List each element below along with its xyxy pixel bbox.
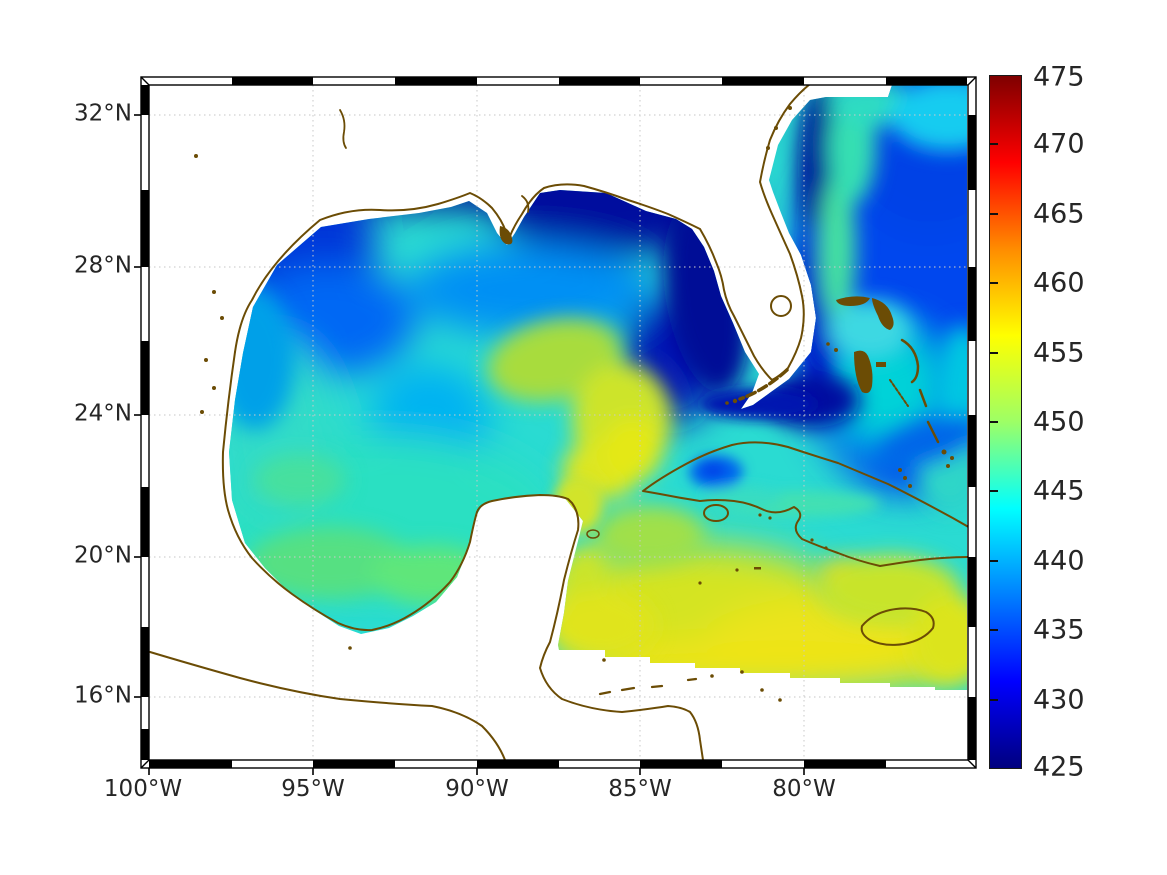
mississippi-delta bbox=[499, 226, 513, 245]
bahamas-long-island bbox=[926, 420, 940, 444]
bahamas-eleuthera bbox=[900, 338, 920, 384]
colorbar-label-435: 435 bbox=[1033, 614, 1085, 646]
coast-us bbox=[234, 85, 811, 381]
coast-florida-keys bbox=[738, 368, 789, 401]
colorbar-label-470: 470 bbox=[1033, 128, 1085, 160]
colorbar-tick bbox=[990, 629, 998, 631]
colorbar-label-440: 440 bbox=[1033, 545, 1085, 577]
graticule-gridlines bbox=[149, 85, 968, 760]
coastlines bbox=[149, 85, 968, 760]
colorbar-tick bbox=[990, 352, 998, 354]
bahamas-new-providence bbox=[876, 362, 886, 367]
y-tick-label-24n: 24°N bbox=[74, 400, 132, 427]
coast-jamaica bbox=[860, 607, 935, 646]
x-tick-label-85w: 85°W bbox=[608, 776, 672, 802]
colorbar-label-475: 475 bbox=[1033, 61, 1085, 93]
bahamas-exuma-chain bbox=[889, 379, 909, 407]
colorbar-label-465: 465 bbox=[1033, 198, 1085, 230]
colorbar-tick bbox=[990, 560, 998, 562]
colorbar-label-450: 450 bbox=[1033, 406, 1085, 438]
colorbar-tick bbox=[990, 143, 998, 145]
bahamas-abaco bbox=[872, 298, 894, 330]
bahamas-grand-bahama bbox=[836, 296, 870, 306]
toledo-bend-lake bbox=[339, 109, 347, 149]
chandeleur-islands bbox=[521, 195, 530, 213]
y-tick-label-32n: 32°N bbox=[74, 100, 132, 127]
honduras-islands bbox=[598, 677, 698, 696]
isla-juventud bbox=[703, 504, 729, 522]
colorbar-tick bbox=[990, 421, 998, 423]
colorbar-tick bbox=[990, 282, 998, 284]
y-tick-label-16n: 16°N bbox=[74, 682, 132, 709]
x-tick-label-90w: 90°W bbox=[445, 776, 509, 802]
x-tick-label-95w: 95°W bbox=[281, 776, 345, 802]
colorbar-label-430: 430 bbox=[1033, 684, 1085, 716]
y-tick-label-28n: 28°N bbox=[74, 252, 132, 279]
coast-mexico bbox=[221, 351, 704, 760]
x-tick-label-80w: 80°W bbox=[772, 776, 836, 802]
colorbar-label-455: 455 bbox=[1033, 337, 1085, 369]
colorbar-tick bbox=[990, 213, 998, 215]
coast-pacific-mexico bbox=[149, 651, 506, 760]
coast-cuba bbox=[642, 441, 968, 567]
x-tick-label-100w: 100°W bbox=[103, 776, 183, 802]
colorbar-tick bbox=[990, 490, 998, 492]
cayman-islands bbox=[754, 567, 761, 570]
y-tick-label-20n: 20°N bbox=[74, 542, 132, 569]
colorbar-label-425: 425 bbox=[1033, 751, 1085, 783]
colorbar-label-460: 460 bbox=[1033, 267, 1085, 299]
colorbar-tick bbox=[990, 699, 998, 701]
bahamas-andros bbox=[854, 350, 873, 394]
lake-okeechobee bbox=[770, 295, 792, 317]
island-fills bbox=[194, 106, 954, 702]
colorbar-label-445: 445 bbox=[1033, 475, 1085, 507]
axis-ticks bbox=[134, 114, 805, 775]
bahamas-cat-island bbox=[918, 388, 928, 408]
isla-cozumel bbox=[586, 529, 600, 539]
map-frame-border bbox=[134, 76, 977, 775]
scalar-field bbox=[229, 85, 967, 690]
